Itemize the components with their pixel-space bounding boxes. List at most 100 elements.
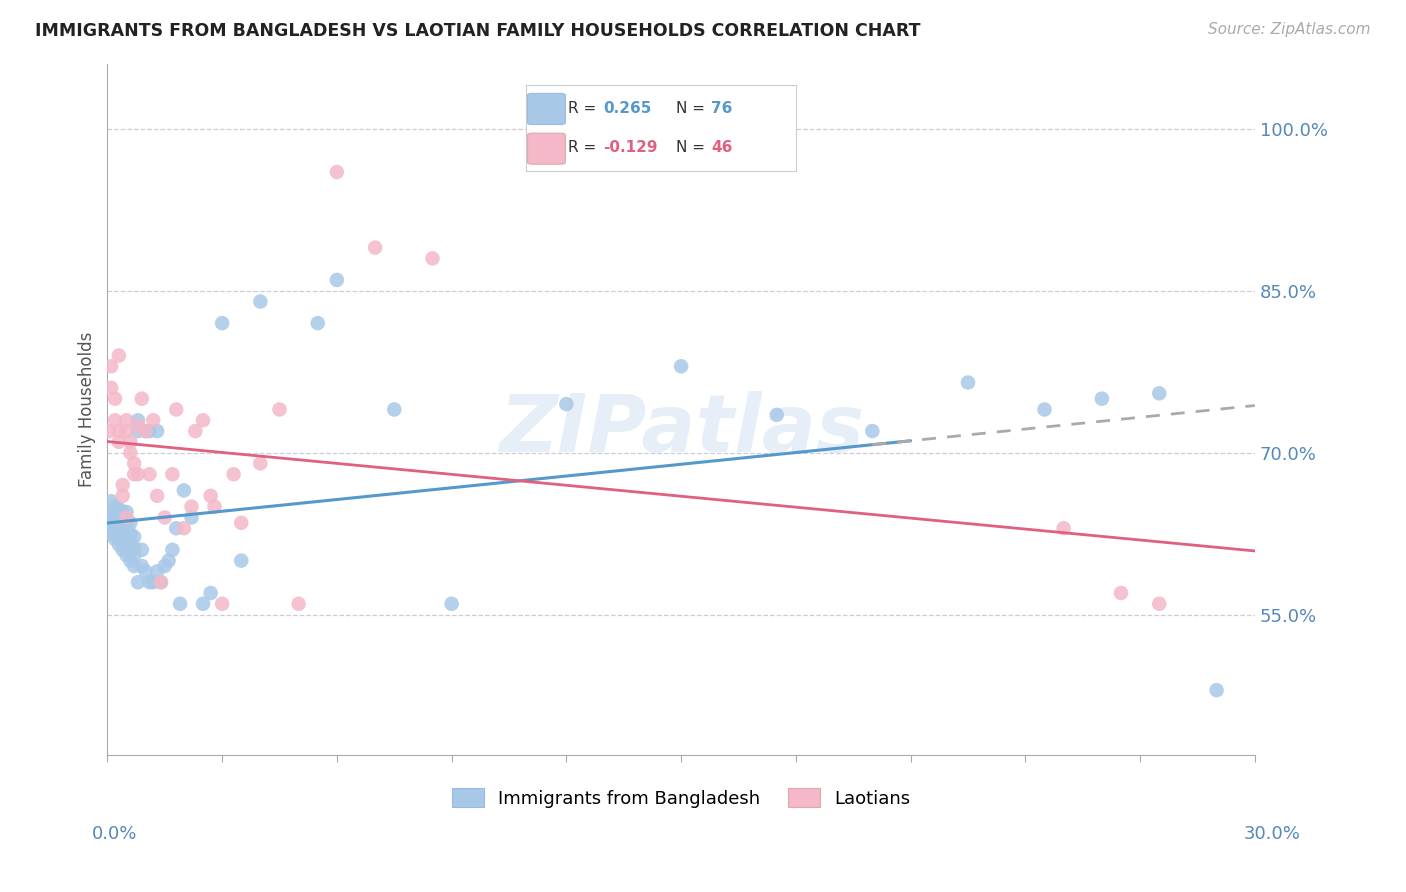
Point [100, 516, 122, 530]
Point [115, 424, 138, 438]
Point [98, 424, 121, 438]
Point [249, 294, 271, 309]
Text: 30.0%: 30.0% [1244, 825, 1301, 843]
Y-axis label: Family Households: Family Households [79, 332, 96, 487]
Point [222, 467, 245, 482]
Point [111, 516, 134, 530]
Point [146, 489, 169, 503]
Point [131, 392, 153, 406]
Point [111, 478, 134, 492]
Point [115, 532, 138, 546]
Point [138, 467, 160, 482]
Point [120, 516, 142, 530]
Point [111, 489, 134, 503]
Point [1033, 402, 1056, 417]
Point [135, 565, 157, 579]
Point [162, 467, 184, 482]
Point [110, 526, 132, 541]
Point [122, 548, 145, 562]
Point [127, 418, 149, 433]
Point [108, 537, 131, 551]
Point [120, 542, 142, 557]
Point [1091, 392, 1114, 406]
Point [120, 534, 142, 549]
Point [165, 521, 187, 535]
Point [108, 521, 131, 535]
Point [127, 467, 149, 482]
Point [211, 316, 233, 330]
Text: IMMIGRANTS FROM BANGLADESH VS LAOTIAN FAMILY HOUSEHOLDS CORRELATION CHART: IMMIGRANTS FROM BANGLADESH VS LAOTIAN FA… [35, 22, 921, 40]
Point [1052, 521, 1074, 535]
Point [173, 483, 195, 498]
Point [115, 516, 138, 530]
Point [153, 559, 176, 574]
Point [122, 457, 145, 471]
Point [231, 553, 253, 567]
Point [326, 273, 349, 287]
Point [98, 510, 121, 524]
Point [108, 501, 131, 516]
Text: Source: ZipAtlas.com: Source: ZipAtlas.com [1208, 22, 1371, 37]
Point [122, 467, 145, 482]
Point [146, 565, 169, 579]
Point [135, 424, 157, 438]
Point [162, 542, 184, 557]
Legend: Immigrants from Bangladesh, Laotians: Immigrants from Bangladesh, Laotians [444, 781, 918, 815]
Point [138, 424, 160, 438]
Point [249, 457, 271, 471]
Point [115, 541, 138, 555]
Point [111, 534, 134, 549]
Point [115, 510, 138, 524]
Point [231, 516, 253, 530]
Point [204, 500, 226, 514]
Point [115, 413, 138, 427]
Point [191, 597, 214, 611]
Point [669, 359, 692, 374]
Text: ZIPatlas: ZIPatlas [499, 392, 863, 469]
Point [111, 505, 134, 519]
Point [146, 424, 169, 438]
Point [200, 489, 222, 503]
Point [122, 559, 145, 574]
Point [440, 597, 463, 611]
Point [287, 597, 309, 611]
Point [101, 521, 124, 535]
Point [1147, 597, 1170, 611]
Point [142, 413, 165, 427]
Point [100, 359, 122, 374]
Point [108, 530, 131, 544]
Point [104, 521, 127, 535]
Point [149, 575, 172, 590]
Point [104, 392, 127, 406]
Point [100, 505, 122, 519]
Point [1205, 683, 1227, 698]
Point [127, 575, 149, 590]
Point [1147, 386, 1170, 401]
Point [127, 413, 149, 427]
Point [956, 376, 979, 390]
Point [180, 510, 202, 524]
Point [765, 408, 787, 422]
Point [108, 512, 131, 526]
Point [122, 541, 145, 555]
Point [111, 526, 134, 541]
Point [184, 424, 207, 438]
Point [142, 575, 165, 590]
Text: 0.0%: 0.0% [91, 825, 136, 843]
Point [108, 434, 131, 449]
Point [135, 424, 157, 438]
Point [120, 445, 142, 459]
Point [269, 402, 291, 417]
Point [120, 434, 142, 449]
Point [307, 316, 329, 330]
Point [100, 381, 122, 395]
Point [108, 424, 131, 438]
Point [115, 524, 138, 538]
Point [165, 402, 187, 417]
Point [364, 241, 387, 255]
Point [127, 424, 149, 438]
Point [200, 586, 222, 600]
Point [100, 526, 122, 541]
Point [382, 402, 405, 417]
Point [157, 553, 180, 567]
